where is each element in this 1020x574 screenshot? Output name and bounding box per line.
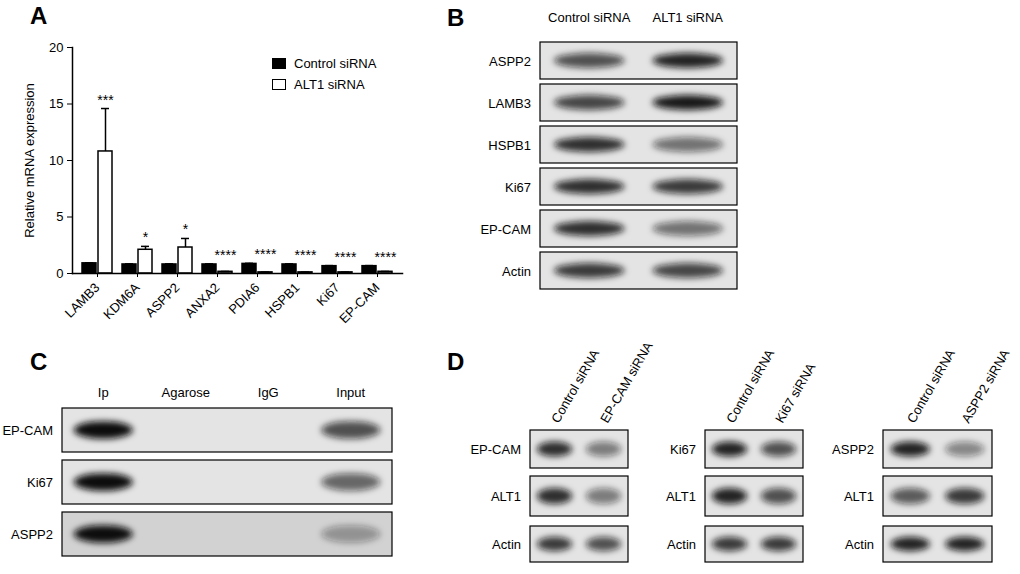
svg-text:ALT1: ALT1 [491,489,521,504]
svg-text:ALT1: ALT1 [666,489,696,504]
svg-text:5: 5 [56,209,63,224]
svg-text:Actin: Actin [502,264,531,279]
svg-text:HSPB1: HSPB1 [262,280,303,321]
svg-text:KDM6A: KDM6A [100,280,143,323]
svg-text:Control siRNA: Control siRNA [723,346,777,425]
svg-text:EP-CAM: EP-CAM [480,222,531,237]
svg-text:*: * [143,229,149,245]
svg-text:EP-CAM: EP-CAM [2,423,53,438]
svg-text:Ip: Ip [98,385,109,400]
svg-text:****: **** [215,247,237,263]
svg-text:Input: Input [336,385,365,400]
svg-text:D: D [447,348,464,375]
svg-text:Actin: Actin [845,537,874,552]
svg-text:Control siRNA: Control siRNA [548,346,602,425]
svg-text:Ki67 siRNA: Ki67 siRNA [772,360,818,425]
svg-text:Ki67: Ki67 [505,180,531,195]
svg-text:EP-CAM siRNA: EP-CAM siRNA [597,339,656,426]
svg-text:ANXA2: ANXA2 [182,280,223,321]
svg-text:Agarose: Agarose [162,385,210,400]
svg-text:Control siRNA: Control siRNA [904,346,958,425]
svg-text:Control siRNA: Control siRNA [548,10,631,25]
svg-text:***: *** [97,92,114,108]
svg-text:Relative mRNA expression: Relative mRNA expression [22,83,37,238]
svg-text:*: * [183,221,189,237]
html-text:ALT1 siRNA: ALT1 siRNA [294,77,365,92]
svg-text:EP-CAM: EP-CAM [336,280,382,326]
svg-text:PDIA6: PDIA6 [225,280,262,317]
svg-text:IgG: IgG [258,385,279,400]
svg-text:Ki67: Ki67 [314,280,343,309]
svg-text:ASPP2: ASPP2 [11,527,53,542]
svg-text:Actin: Actin [492,537,521,552]
svg-text:Ki67: Ki67 [27,475,53,490]
svg-text:LAMB3: LAMB3 [488,96,531,111]
svg-text:20: 20 [49,40,63,55]
svg-text:ASPP2: ASPP2 [142,280,182,320]
svg-text:****: **** [295,247,317,263]
svg-text:EP-CAM: EP-CAM [470,442,521,457]
svg-text:15: 15 [49,96,63,111]
svg-text:ALT1: ALT1 [844,489,874,504]
svg-text:ASPP2 siRNA: ASPP2 siRNA [958,346,1012,425]
svg-text:ASPP2: ASPP2 [832,442,874,457]
svg-text:B: B [447,4,464,31]
svg-text:C: C [30,348,47,375]
svg-text:ALT1 siRNA: ALT1 siRNA [652,10,723,25]
svg-text:0: 0 [56,266,63,281]
html-text:Control siRNA: Control siRNA [294,56,377,71]
svg-text:****: **** [375,249,397,265]
svg-text:LAMB3: LAMB3 [62,280,103,321]
html-text:A: A [30,2,48,29]
svg-text:Actin: Actin [667,537,696,552]
svg-text:Ki67: Ki67 [670,442,696,457]
svg-text:HSPB1: HSPB1 [488,138,531,153]
svg-text:****: **** [255,246,277,262]
svg-text:****: **** [335,249,357,265]
svg-text:10: 10 [49,153,63,168]
svg-text:ASPP2: ASPP2 [489,54,531,69]
